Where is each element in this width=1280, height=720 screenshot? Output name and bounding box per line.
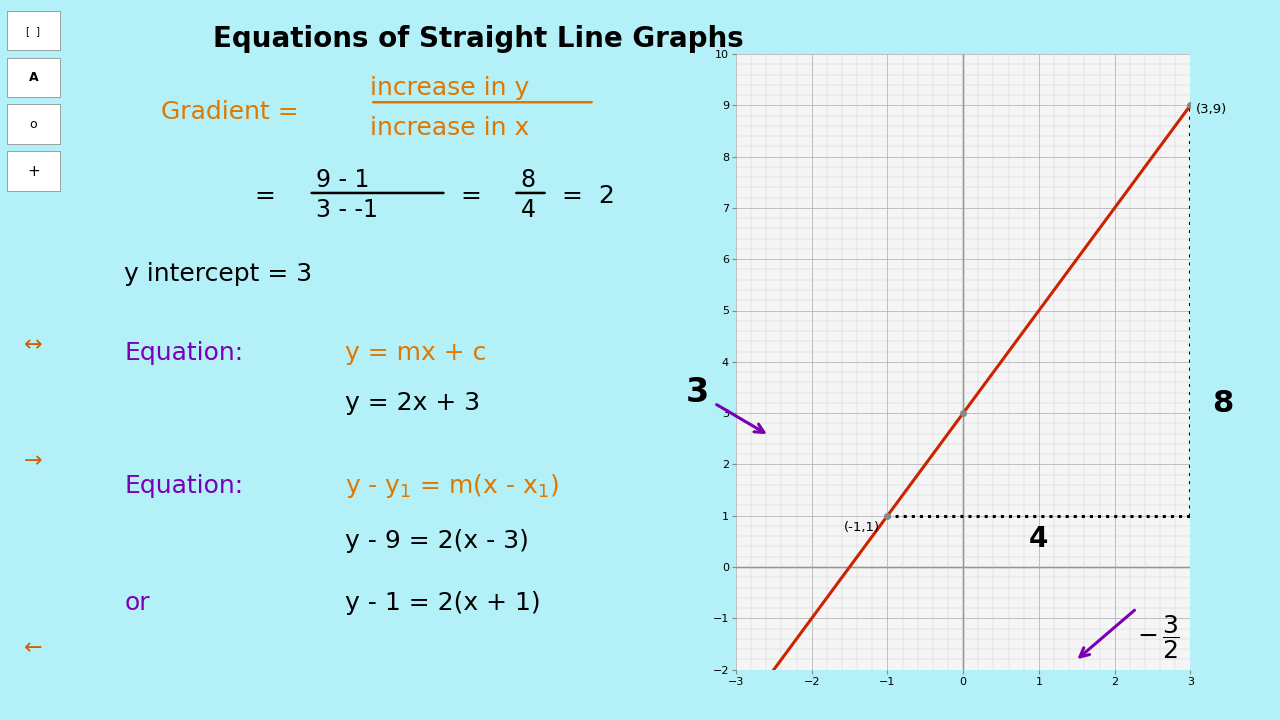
Text: =: =: [255, 184, 275, 208]
Text: Gradient =: Gradient =: [160, 99, 298, 124]
Text: y - 1 = 2(x + 1): y - 1 = 2(x + 1): [346, 590, 540, 615]
Text: increase in y: increase in y: [370, 76, 530, 100]
Text: ↔: ↔: [24, 336, 42, 356]
Text: o: o: [29, 118, 37, 131]
Text: y - y$_1$ = m(x - x$_1$): y - y$_1$ = m(x - x$_1$): [346, 472, 559, 500]
Text: 9 - 1: 9 - 1: [316, 168, 370, 192]
Text: +: +: [27, 164, 40, 179]
Text: →: →: [24, 451, 42, 471]
Bar: [6, 151, 60, 191]
Text: =: =: [461, 184, 481, 208]
Text: 3 - -1: 3 - -1: [316, 198, 378, 222]
Text: 3: 3: [686, 376, 709, 409]
Text: y intercept = 3: y intercept = 3: [124, 261, 312, 286]
Text: y - 9 = 2(x - 3): y - 9 = 2(x - 3): [346, 529, 529, 554]
Text: 8: 8: [1212, 389, 1233, 418]
Text: ←: ←: [24, 638, 42, 658]
Text: or: or: [124, 590, 150, 615]
Text: (-1,1): (-1,1): [844, 521, 879, 534]
Text: 4: 4: [1029, 525, 1048, 553]
Bar: [6, 104, 60, 144]
Text: 4: 4: [521, 198, 536, 222]
Text: y = mx + c: y = mx + c: [346, 341, 486, 365]
Text: 8: 8: [521, 168, 536, 192]
Text: A: A: [28, 71, 38, 84]
Text: y = 2x + 3: y = 2x + 3: [346, 391, 480, 415]
Text: $-\,\dfrac{3}{2}$: $-\,\dfrac{3}{2}$: [1137, 613, 1180, 661]
Text: Equations of Straight Line Graphs: Equations of Straight Line Graphs: [214, 25, 744, 53]
Text: Equation:: Equation:: [124, 474, 243, 498]
Bar: [6, 11, 60, 50]
Text: Equation:: Equation:: [124, 341, 243, 365]
Text: (3,9): (3,9): [1196, 103, 1228, 116]
Text: increase in x: increase in x: [370, 116, 530, 140]
Text: =  2: = 2: [562, 184, 614, 208]
Text: [  ]: [ ]: [27, 26, 40, 36]
Bar: [6, 58, 60, 97]
